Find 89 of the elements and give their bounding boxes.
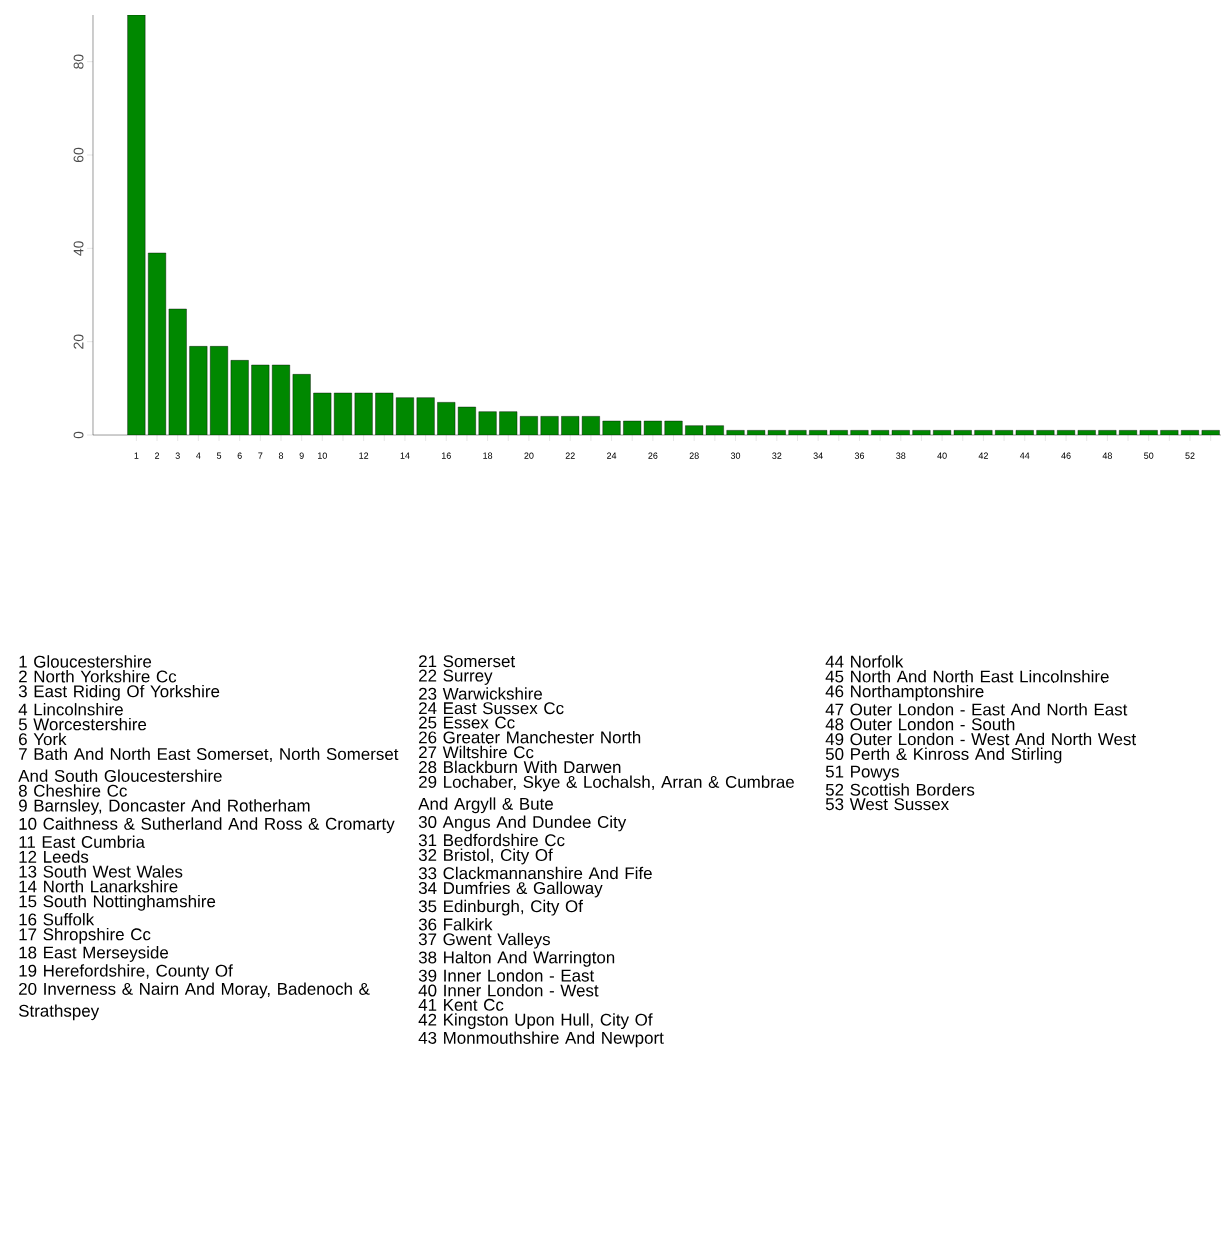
y-tick-label: 60 (73, 147, 84, 163)
text: 50 Perth & Kinross And Stirling (825, 747, 1062, 764)
x-tick-label: 32 (772, 452, 782, 459)
text: 9 Barnsley, Doncaster And Rotherham (19, 799, 310, 815)
text: 41 Kent Cc (418, 998, 504, 1011)
x-tick-label: 40 (937, 452, 947, 459)
x-tick-label: 28 (689, 452, 699, 459)
text: 44 Norfolk (825, 655, 904, 668)
text: 28 Blackburn With Darwen (419, 760, 621, 774)
text: 12 Leeds (19, 850, 89, 863)
text: 8 Cheshire Cc (18, 784, 127, 797)
x-tick-label: 24 (607, 452, 617, 459)
text: 2 North Yorkshire Cc (19, 670, 177, 683)
y-tick-label: 0 (73, 431, 84, 439)
x-tick-label: 36 (854, 452, 865, 459)
x-tick-label: 52 (1185, 452, 1195, 459)
x-tick-label: 6 (237, 452, 242, 459)
text: 53 West Sussex (825, 798, 949, 811)
x-tick-label: 5 (216, 452, 222, 459)
y-tick-label: 40 (73, 241, 84, 256)
x-tick-label: 20 (524, 452, 534, 459)
text: 30 Angus And Dundee City (418, 815, 627, 832)
text: 40 Inner London - West (418, 984, 599, 997)
text: 43 Monmouthshire And Newport (418, 1031, 664, 1048)
text: 47 Outer London - East And North East (825, 703, 1128, 716)
text: 37 Gwent Valleys (418, 932, 550, 949)
text: 18 East Merseyside (19, 946, 169, 962)
y-tick-label: 20 (73, 334, 84, 349)
text: 52 Scottish Borders (825, 783, 975, 796)
text: 23 Warwickshire (419, 687, 542, 700)
text: 7 Bath And North East Somerset, North Somerset And South Gloucestershire (18, 747, 399, 782)
x-tick-label: 8 (278, 452, 284, 459)
text: 34 Dumfries & Galloway (418, 881, 603, 898)
text: 27 Wiltshire Cc (419, 745, 534, 759)
text: 3 East Riding Of Yorkshire (18, 684, 220, 701)
x-tick-label: 46 (1061, 452, 1071, 459)
text: 45 North And North East Lincolnshire (825, 670, 1109, 683)
text: 20 Inverness & Nairn And Moray, Badenoch & Strathspey (18, 982, 370, 1021)
text: 13 South West Wales (19, 865, 183, 878)
text: 1 Gloucestershire (19, 655, 152, 668)
text: 24 East Sussex Cc (419, 702, 564, 715)
text: 36 Falkirk (418, 917, 493, 931)
text: 22 Surrey (419, 669, 493, 685)
x-tick-label: 2 (155, 452, 160, 459)
x-tick-label: 22 (565, 452, 575, 459)
x-tick-label: 50 (1144, 452, 1154, 459)
text: 17 Shropshire Cc (19, 927, 151, 944)
text: 46 Northamptonshire (825, 684, 984, 701)
x-tick-label: 1 (134, 452, 139, 459)
x-tick-label: 26 (648, 452, 658, 459)
x-tick-label: 48 (1102, 452, 1112, 459)
x-tick-label: 42 (978, 452, 988, 459)
text: 5 Worcestershire (18, 717, 147, 731)
x-tick-label: 38 (896, 452, 906, 459)
text: 33 Clackmannanshire And Fife (418, 866, 652, 880)
text: 4 Lincolnshire (18, 703, 123, 716)
text: 25 Essex Cc (419, 716, 515, 729)
text: 14 North Lanarkshire (19, 880, 178, 893)
text: 38 Halton And Warrington (418, 951, 615, 967)
text: 10 Caithness & Sutherland And Ross & Cromarty (19, 817, 395, 834)
x-tick-label: 10 (318, 452, 327, 459)
y-tick-label: 80 (73, 54, 84, 69)
text: 51 Powys (825, 765, 899, 781)
text: 42 Kingston Upon Hull, City Of (418, 1013, 653, 1030)
text: 16 Suffolk (19, 913, 95, 926)
x-tick-label: 18 (483, 452, 493, 459)
text: 26 Greater Manchester North (419, 730, 641, 744)
text: 35 Edinburgh, City Of (418, 899, 583, 916)
text: 6 York (19, 732, 67, 746)
x-tick-label: 7 (258, 452, 263, 459)
text: 15 South Nottinghamshire (19, 894, 216, 911)
x-tick-label: 14 (400, 452, 410, 459)
text: 21 Somerset (419, 655, 516, 668)
x-tick-label: 12 (359, 452, 369, 459)
text: 31 Bedfordshire Cc (418, 833, 565, 847)
text: 32 Bristol, City Of (418, 848, 553, 865)
x-tick-label: 44 (1019, 452, 1030, 459)
text: 48 Outer London - South (825, 717, 1015, 731)
x-tick-label: 3 (175, 452, 180, 459)
text: 49 Outer London - West And North West (825, 732, 1136, 746)
x-tick-label: 34 (813, 452, 823, 459)
text: 29 Lochaber, Skye & Lochalsh, Arran & Cumbrae And Argyll & Bute (418, 775, 794, 814)
x-tick-label: 16 (441, 452, 451, 459)
text: 19 Herefordshire, County Of (19, 964, 233, 981)
text: 11 East Cumbria (19, 835, 145, 848)
x-tick-label: 30 (730, 452, 741, 459)
x-tick-label: 9 (299, 452, 304, 459)
text: 39 Inner London - East (418, 969, 595, 982)
x-tick-label: 4 (196, 452, 201, 459)
